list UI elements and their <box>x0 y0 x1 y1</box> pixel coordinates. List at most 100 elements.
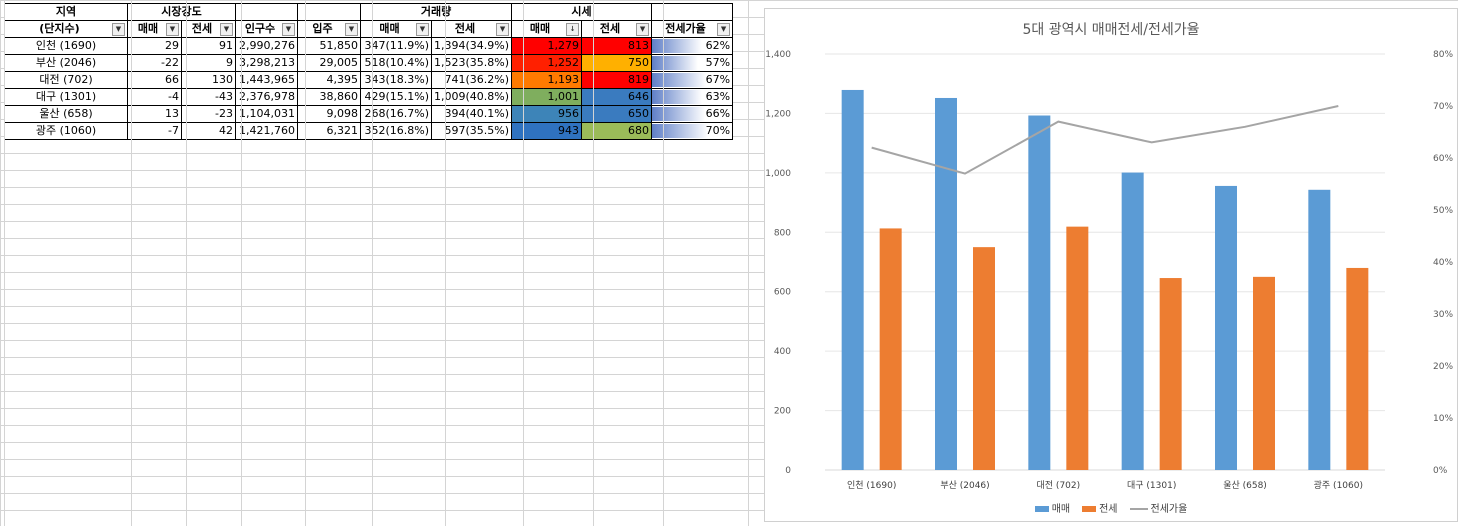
cell-v_rent[interactable]: 741(36.2%) <box>430 71 513 89</box>
legend-item: 매매 <box>1034 500 1070 515</box>
table-row: 울산 (658) 13 -23 1,104,031 9,098 268(16.7%) 394… <box>4 105 734 123</box>
cell-region[interactable]: 인천 (1690) <box>4 37 128 55</box>
y2-tick-label: 40% <box>1433 258 1453 268</box>
filter-dropdown-icon[interactable]: ▼ <box>496 23 510 36</box>
cell-p_buy[interactable]: 1,279 <box>511 37 583 55</box>
cell-p_buy[interactable]: 1,001 <box>511 88 583 106</box>
cell-v_buy[interactable]: 429(15.1%) <box>360 88 432 106</box>
cell-pop[interactable]: 2,376,978 <box>235 88 298 106</box>
cell-pop[interactable]: 1,421,760 <box>235 122 298 140</box>
cell-ratio[interactable]: 70% <box>651 122 734 140</box>
table-row: 대전 (702) 66 130 1,443,965 4,395 343(18.3%) 741… <box>4 71 734 89</box>
cell-v_buy[interactable]: 352(16.8%) <box>360 122 432 140</box>
filter-dropdown-icon[interactable]: ▼ <box>166 23 179 36</box>
header-population[interactable]: ▼ 인구수 <box>235 20 298 38</box>
filter-dropdown-icon[interactable]: ▼ <box>282 23 295 36</box>
cell-move_in[interactable]: 51,850 <box>297 37 361 55</box>
cell-v_buy[interactable]: 343(18.3%) <box>360 71 432 89</box>
cell-s_rent[interactable]: 91 <box>181 37 236 55</box>
bar-전세 <box>1346 267 1369 470</box>
legend-swatch <box>1034 506 1049 512</box>
cell-move_in[interactable]: 9,098 <box>297 105 361 123</box>
cell-s_rent[interactable]: -43 <box>181 88 236 106</box>
cell-region[interactable]: 부산 (2046) <box>4 54 128 72</box>
y2-tick-label: 10% <box>1433 414 1453 424</box>
cell-region[interactable]: 울산 (658) <box>4 105 128 123</box>
table-row: 광주 (1060) -7 42 1,421,760 6,321 352(16.8%) 597… <box>4 122 734 140</box>
cell-v_rent[interactable]: 394(40.1%) <box>430 105 513 123</box>
chart-legend: 매매 전세 전세가율 <box>765 500 1457 515</box>
cell-s_buy[interactable]: -22 <box>127 54 182 72</box>
header-price-buy[interactable]: ↓ 매매 <box>511 20 583 38</box>
cell-ratio[interactable]: 63% <box>651 88 734 106</box>
legend-label: 전세 <box>1099 504 1118 515</box>
cell-v_rent[interactable]: 1,009(40.8%) <box>430 88 513 106</box>
cell-v_rent[interactable]: 597(35.5%) <box>430 122 513 140</box>
data-table: 지역 시장강도 거래량 시세 ▼ (단지수) ▼ 매매 ▼ 전세 ▼ 인구수 ▼ 입주 ▼… <box>4 3 734 140</box>
filter-dropdown-icon[interactable]: ▼ <box>345 23 358 36</box>
header-volume-rent[interactable]: ▼ 전세 <box>430 20 513 38</box>
filter-dropdown-icon[interactable]: ▼ <box>717 23 731 36</box>
data-bar <box>652 39 702 53</box>
legend-swatch <box>1129 508 1148 510</box>
data-bar <box>652 107 705 121</box>
legend-item: 전세가율 <box>1129 500 1187 515</box>
filter-dropdown-icon[interactable]: ▼ <box>220 23 233 36</box>
cell-p_buy[interactable]: 1,193 <box>511 71 583 89</box>
cell-s_buy[interactable]: 13 <box>127 105 182 123</box>
cell-region[interactable]: 대구 (1301) <box>4 88 128 106</box>
grid-column-line <box>445 0 446 526</box>
header-row-1: 지역 시장강도 거래량 시세 <box>4 3 734 21</box>
y-tick-label: 1,000 <box>765 169 791 179</box>
cell-p_buy[interactable]: 943 <box>511 122 583 140</box>
cell-v_rent[interactable]: 1,523(35.8%) <box>430 54 513 72</box>
header-complex-count[interactable]: ▼ (단지수) <box>4 20 128 38</box>
filter-dropdown-icon[interactable]: ▼ <box>416 23 429 36</box>
cell-move_in[interactable]: 6,321 <box>297 122 361 140</box>
grid-column-line <box>305 0 306 526</box>
sort-desc-filter-icon[interactable]: ↓ <box>566 23 580 36</box>
header-ratio[interactable]: ▼ 전세가율 <box>651 20 734 38</box>
y2-tick-label: 30% <box>1433 310 1453 320</box>
combo-chart[interactable]: 5대 광역시 매매전세/전세가율 0 200 400 600 800 1,000 1,200 1… <box>764 8 1458 522</box>
cell-move_in[interactable]: 4,395 <box>297 71 361 89</box>
x-tick-label: 광주 (1060) <box>1314 479 1363 491</box>
cell-s_buy[interactable]: 29 <box>127 37 182 55</box>
y-tick-label: 800 <box>774 228 791 238</box>
cell-pop[interactable]: 1,104,031 <box>235 105 298 123</box>
x-tick-label: 대구 (1301) <box>1127 480 1176 491</box>
filter-dropdown-icon[interactable]: ▼ <box>112 23 125 36</box>
cell-region[interactable]: 광주 (1060) <box>4 122 128 140</box>
header-row-2: ▼ (단지수) ▼ 매매 ▼ 전세 ▼ 인구수 ▼ 입주 ▼ 매매 ▼ 전세 ↓ 매매 ▼ 전세 … <box>4 20 734 38</box>
cell-s_rent[interactable]: 130 <box>181 71 236 89</box>
bar-매매 <box>935 97 957 470</box>
cell-s_buy[interactable]: -4 <box>127 88 182 106</box>
cell-p_rent[interactable]: 819 <box>581 71 653 89</box>
y-tick-label: 400 <box>774 347 791 357</box>
cell-ratio[interactable]: 62% <box>651 37 734 55</box>
filter-dropdown-icon[interactable]: ▼ <box>636 23 650 36</box>
legend-item: 전세 <box>1082 500 1118 515</box>
cell-ratio[interactable]: 66% <box>651 105 734 123</box>
header-blank <box>297 3 361 21</box>
cell-region[interactable]: 대전 (702) <box>4 71 128 89</box>
header-strength-rent[interactable]: ▼ 전세 <box>181 20 236 38</box>
cell-move_in[interactable]: 29,005 <box>297 54 361 72</box>
cell-v_buy[interactable]: 518(10.4%) <box>360 54 432 72</box>
cell-s_buy[interactable]: 66 <box>127 71 182 89</box>
header-move-in[interactable]: ▼ 입주 <box>297 20 361 38</box>
cell-pop[interactable]: 1,443,965 <box>235 71 298 89</box>
header-strength-buy[interactable]: ▼ 매매 <box>127 20 182 38</box>
cell-pop[interactable]: 2,990,276 <box>235 37 298 55</box>
cell-s_rent[interactable]: -23 <box>181 105 236 123</box>
grid-column-line <box>186 0 187 526</box>
cell-s_rent[interactable]: 42 <box>181 122 236 140</box>
cell-move_in[interactable]: 38,860 <box>297 88 361 106</box>
cell-s_buy[interactable]: -7 <box>127 122 182 140</box>
chart-title: 5대 광역시 매매전세/전세가율 <box>1022 22 1199 38</box>
cell-s_rent[interactable]: 9 <box>181 54 236 72</box>
x-tick-label: 부산 (2046) <box>940 480 989 491</box>
cell-p_rent[interactable]: 646 <box>581 88 653 106</box>
cell-pop[interactable]: 3,298,213 <box>235 54 298 72</box>
cell-v_rent[interactable]: 1,394(34.9%) <box>430 37 513 55</box>
